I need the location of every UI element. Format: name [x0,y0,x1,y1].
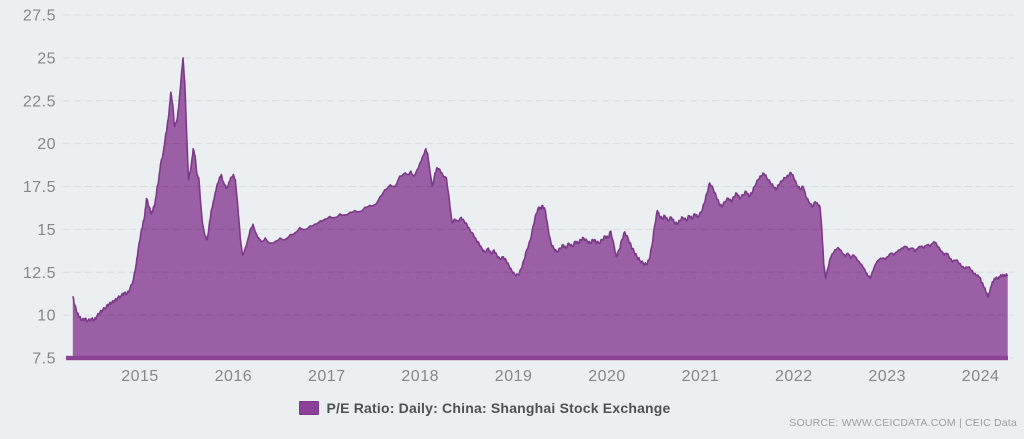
x-tick-label: 2021 [682,368,720,385]
y-tick-label: 15 [37,222,56,239]
legend-label: P/E Ratio: Daily: China: Shanghai Stock … [326,400,671,416]
y-tick-label: 10 [37,308,56,325]
y-tick-label: 7.5 [32,351,56,368]
y-tick-label: 20 [37,136,56,153]
x-tick-label: 2020 [588,368,626,385]
legend-swatch-icon [299,401,320,415]
source-attribution: SOURCE: WWW.CEICDATA.COM | CEIC Data [789,417,1017,429]
y-tick-label: 27.5 [23,8,56,25]
x-tick-label: 2016 [215,368,253,385]
x-tick-label: 2019 [495,368,533,385]
x-tick-label: 2023 [868,368,906,385]
series-line [72,57,1009,323]
x-axis-line [66,355,1008,361]
x-tick-label: 2022 [775,368,813,385]
y-tick-label: 25 [37,50,56,67]
x-tick-label: 2015 [121,368,159,385]
legend-item-pe-ratio[interactable]: P/E Ratio: Daily: China: Shanghai Stock … [299,400,670,416]
y-tick-label: 12.5 [23,265,56,282]
x-tick-label: 2018 [401,368,439,385]
x-tick-label: 2024 [962,368,1000,385]
x-tick-label: 2017 [308,368,346,385]
y-tick-label: 22.5 [23,93,56,110]
y-tick-label: 17.5 [23,179,56,196]
legend: P/E Ratio: Daily: China: Shanghai Stock … [0,400,997,416]
